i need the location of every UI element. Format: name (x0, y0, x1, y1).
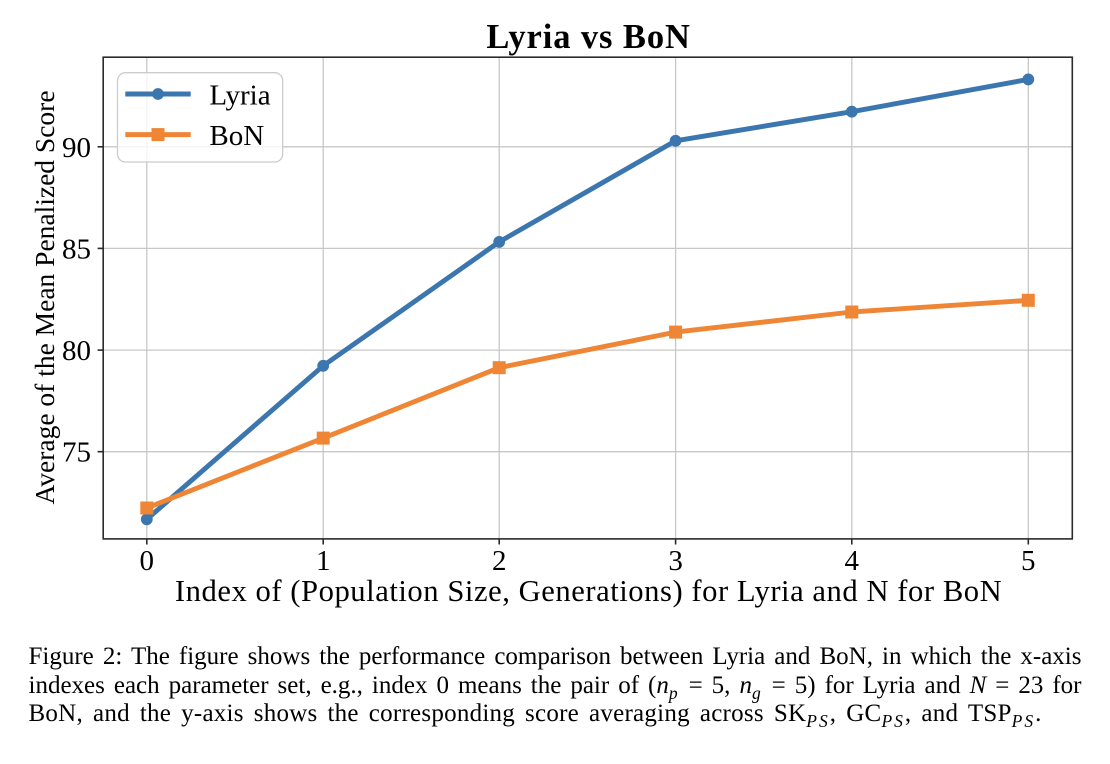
svg-text:3: 3 (668, 545, 683, 577)
svg-text:90: 90 (62, 132, 91, 164)
svg-text:75: 75 (62, 437, 91, 469)
svg-text:4: 4 (845, 545, 860, 577)
svg-text:0: 0 (140, 545, 155, 577)
svg-text:1: 1 (316, 545, 331, 577)
svg-text:Lyria: Lyria (209, 79, 270, 111)
svg-text:Average of the Mean Penalized: Average of the Mean Penalized Score (29, 90, 60, 504)
svg-text:85: 85 (62, 233, 91, 265)
svg-text:5: 5 (1021, 545, 1036, 577)
svg-text:BoN: BoN (209, 120, 264, 152)
svg-text:80: 80 (62, 335, 91, 367)
svg-text:2: 2 (492, 545, 507, 577)
svg-text:Index of (Population Size, Gen: Index of (Population Size, Generations) … (175, 574, 1002, 608)
svg-text:Lyria vs BoN: Lyria vs BoN (486, 18, 690, 56)
